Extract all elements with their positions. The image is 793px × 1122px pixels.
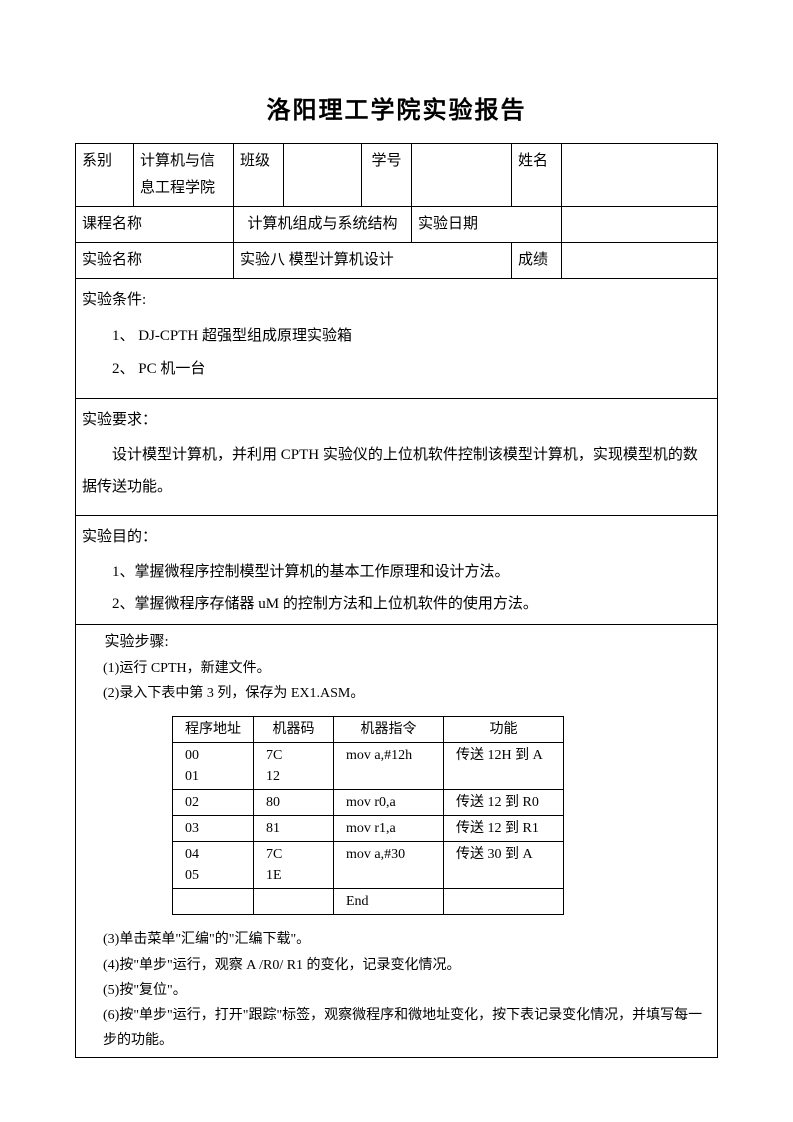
dept-label: 系别 bbox=[76, 144, 134, 207]
date-label: 实验日期 bbox=[412, 207, 562, 243]
purpose-heading: 实验目的： bbox=[82, 524, 711, 551]
exp-label: 实验名称 bbox=[76, 243, 234, 279]
grade-label: 成绩 bbox=[512, 243, 562, 279]
date-value bbox=[562, 207, 718, 243]
class-value bbox=[284, 144, 362, 207]
instruction-table: 程序地址 机器码 机器指令 功能 00 01 7C 12 bbox=[172, 716, 564, 915]
cell-r6c2: 1E bbox=[266, 868, 282, 883]
cell-r7c1 bbox=[173, 889, 254, 915]
report-table: 系别 计算机与信息工程学院 班级 学号 姓名 课程名称 计算机组成与系统结构 实… bbox=[75, 143, 718, 1058]
cell-r5c1: 04 bbox=[185, 847, 199, 862]
cell-r6c1: 05 bbox=[185, 868, 199, 883]
dept-value: 计算机与信息工程学院 bbox=[134, 144, 234, 207]
cell-r4c1: 03 bbox=[173, 816, 254, 842]
exp-value: 实验八 模型计算机设计 bbox=[234, 243, 512, 279]
purpose-item-1: 1、掌握微程序控制模型计算机的基本工作原理和设计方法。 bbox=[112, 557, 711, 589]
class-label: 班级 bbox=[234, 144, 284, 207]
cell-r5c3: mov a,#30 bbox=[334, 842, 444, 889]
requirements-section: 实验要求： 设计模型计算机，并利用 CPTH 实验仪的上位机软件控制该模型计算机… bbox=[76, 399, 718, 516]
cell-r2c1: 01 bbox=[185, 769, 199, 784]
page-title: 洛阳理工学院实验报告 bbox=[75, 90, 718, 125]
cell-r1c3: mov a,#12h bbox=[334, 743, 444, 790]
step-5: (5)按"复位"。 bbox=[103, 978, 711, 1003]
cell-r5c4: 传送 30 到 A bbox=[444, 842, 564, 889]
cell-r7c3: End bbox=[334, 889, 444, 915]
cell-r7c4 bbox=[444, 889, 564, 915]
step-6: (6)按"单步"运行，打开"跟踪"标签，观察微程序和微地址变化，按下表记录变化情… bbox=[103, 1003, 711, 1053]
name-value bbox=[562, 144, 718, 207]
purpose-section: 实验目的： 1、掌握微程序控制模型计算机的基本工作原理和设计方法。 2、掌握微程… bbox=[76, 516, 718, 625]
cell-r1c1: 00 bbox=[185, 748, 199, 763]
id-value bbox=[412, 144, 512, 207]
cell-r3c2: 80 bbox=[254, 790, 334, 816]
col-addr: 程序地址 bbox=[173, 717, 254, 743]
requirements-heading: 实验要求： bbox=[82, 407, 711, 434]
requirements-text: 设计模型计算机，并利用 CPTH 实验仪的上位机软件控制该模型计算机，实现模型机… bbox=[82, 440, 711, 503]
cell-r1c4: 传送 12H 到 A bbox=[444, 743, 564, 790]
cell-r4c4: 传送 12 到 R1 bbox=[444, 816, 564, 842]
cell-r1c2: 7C bbox=[266, 748, 282, 763]
conditions-heading: 实验条件: bbox=[82, 287, 711, 314]
conditions-section: 实验条件: 1、 DJ-CPTH 超强型组成原理实验箱 2、 PC 机一台 bbox=[76, 279, 718, 399]
col-code: 机器码 bbox=[254, 717, 334, 743]
condition-item-1: 1、 DJ-CPTH 超强型组成原理实验箱 bbox=[112, 320, 711, 353]
cell-r2c2: 12 bbox=[266, 769, 280, 784]
step-2: (2)录入下表中第 3 列，保存为 EX1.ASM。 bbox=[103, 681, 711, 706]
cell-r3c3: mov r0,a bbox=[334, 790, 444, 816]
purpose-item-2: 2、掌握微程序存储器 uM 的控制方法和上位机软件的使用方法。 bbox=[112, 589, 711, 621]
steps-heading: 实验步骤: bbox=[105, 629, 712, 656]
course-value: 计算机组成与系统结构 bbox=[234, 207, 412, 243]
name-label: 姓名 bbox=[512, 144, 562, 207]
id-label: 学号 bbox=[362, 144, 412, 207]
cell-r4c2: 81 bbox=[254, 816, 334, 842]
cell-r3c4: 传送 12 到 R0 bbox=[444, 790, 564, 816]
condition-item-2: 2、 PC 机一台 bbox=[112, 353, 711, 386]
step-3: (3)单击菜单"汇编"的"汇编下载"。 bbox=[103, 927, 711, 952]
cell-r3c1: 02 bbox=[173, 790, 254, 816]
cell-r7c2 bbox=[254, 889, 334, 915]
grade-value bbox=[562, 243, 718, 279]
course-label: 课程名称 bbox=[76, 207, 234, 243]
col-func: 功能 bbox=[444, 717, 564, 743]
cell-r4c3: mov r1,a bbox=[334, 816, 444, 842]
step-1: (1)运行 CPTH，新建文件。 bbox=[103, 656, 711, 681]
col-instr: 机器指令 bbox=[334, 717, 444, 743]
step-4: (4)按"单步"运行，观察 A /R0/ R1 的变化，记录变化情况。 bbox=[103, 953, 711, 978]
cell-r5c2: 7C bbox=[266, 847, 282, 862]
steps-section: 实验步骤: (1)运行 CPTH，新建文件。 (2)录入下表中第 3 列，保存为… bbox=[76, 625, 718, 1058]
